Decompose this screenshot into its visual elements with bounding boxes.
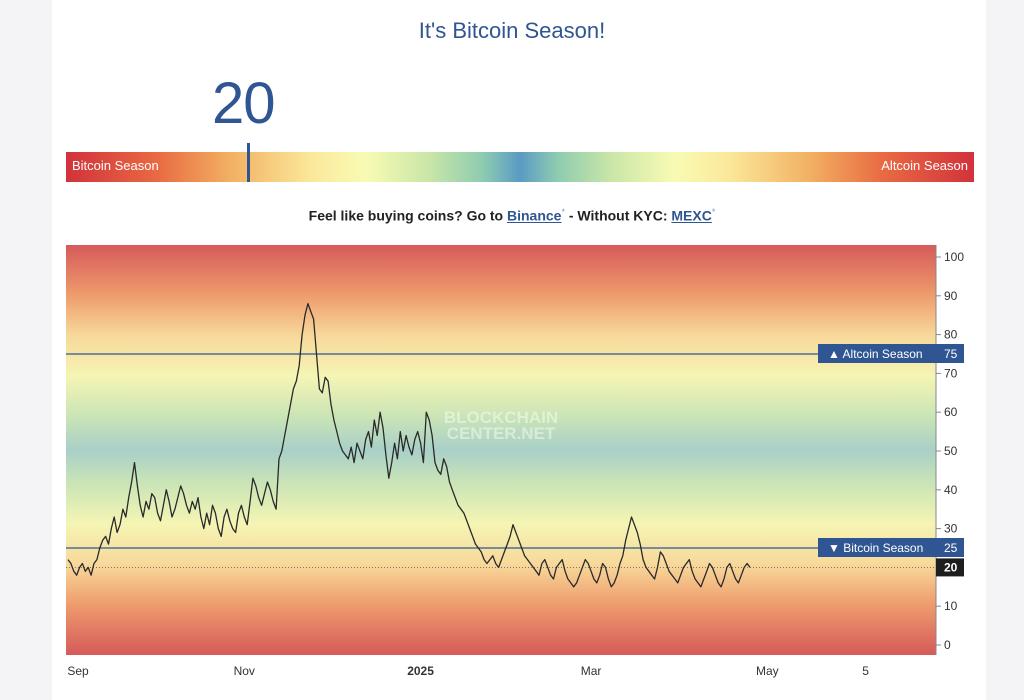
current-value-label: 20	[944, 560, 958, 574]
x-tick-label: May	[756, 664, 779, 678]
current-value-box	[936, 558, 964, 577]
x-tick-label: 2025	[407, 664, 434, 678]
y-tick-label: 80	[944, 328, 958, 342]
promo-text: Feel like buying coins? Go to Binance* -…	[0, 207, 1024, 224]
current-index-value: 20	[212, 71, 276, 136]
watermark-line2: CENTER.NET	[447, 424, 556, 443]
mexc-link[interactable]: MEXC	[671, 207, 712, 224]
mexc-mark: *	[711, 207, 716, 217]
gauge-left-label: Bitcoin Season	[72, 158, 159, 173]
y-tick-label: 90	[944, 289, 958, 303]
binance-link[interactable]: Binance	[507, 207, 562, 224]
reference-label: ▲ Altcoin Season	[828, 347, 923, 361]
series-line	[67, 302, 751, 588]
reference-value: 25	[944, 541, 958, 555]
x-tick-label: 5	[862, 664, 869, 678]
y-axis: 0 10 20 30 40 50 60 70 80 90 100	[936, 250, 964, 652]
chart-svg: BLOCKCHAIN CENTER.NET 0 10 20 30 40 50 60 70 80 9…	[66, 245, 964, 678]
page-title: It's Bitcoin Season!	[418, 18, 606, 43]
y-tick-label: 60	[944, 405, 958, 419]
altcoin-season-chart: BLOCKCHAIN CENTER.NET 0 10 20 30 40 50 60 70 80 9…	[66, 245, 974, 685]
x-axis: Sep Nov 2025 Mar May 5	[67, 664, 869, 678]
gauge-marker	[246, 143, 250, 182]
y-tick-label: 100	[944, 250, 964, 264]
x-tick-label: Sep	[67, 664, 89, 678]
reference-label-box	[818, 538, 964, 557]
watermark-line1: BLOCKCHAIN	[444, 408, 558, 427]
promo-prefix: Feel like buying coins? Go to	[308, 207, 507, 224]
y-tick-label: 0	[944, 638, 951, 652]
reference-lines	[66, 353, 936, 568]
gauge-right-label: Altcoin Season	[881, 158, 968, 173]
y-tick-label: 50	[944, 444, 958, 458]
season-gauge-bar: Bitcoin Season Altcoin Season	[66, 143, 974, 182]
y-tick-label: 40	[944, 483, 958, 497]
reference-label: ▼ Bitcoin Season	[828, 541, 923, 555]
y-tick-label: 70	[944, 366, 958, 380]
y-tick-label: 30	[944, 522, 958, 536]
binance-mark: *	[561, 207, 565, 217]
reference-label-box	[818, 344, 964, 363]
reference-value: 75	[944, 347, 958, 361]
y-tick-label: 10	[944, 599, 958, 613]
x-tick-label: Mar	[581, 664, 602, 678]
chart-background	[66, 245, 936, 655]
reference-labels: ▲ Altcoin Season 75 ▼ Bitcoin Season 25 20	[818, 344, 964, 577]
promo-mid: - Without KYC:	[564, 207, 672, 224]
x-tick-label: Nov	[234, 664, 255, 678]
